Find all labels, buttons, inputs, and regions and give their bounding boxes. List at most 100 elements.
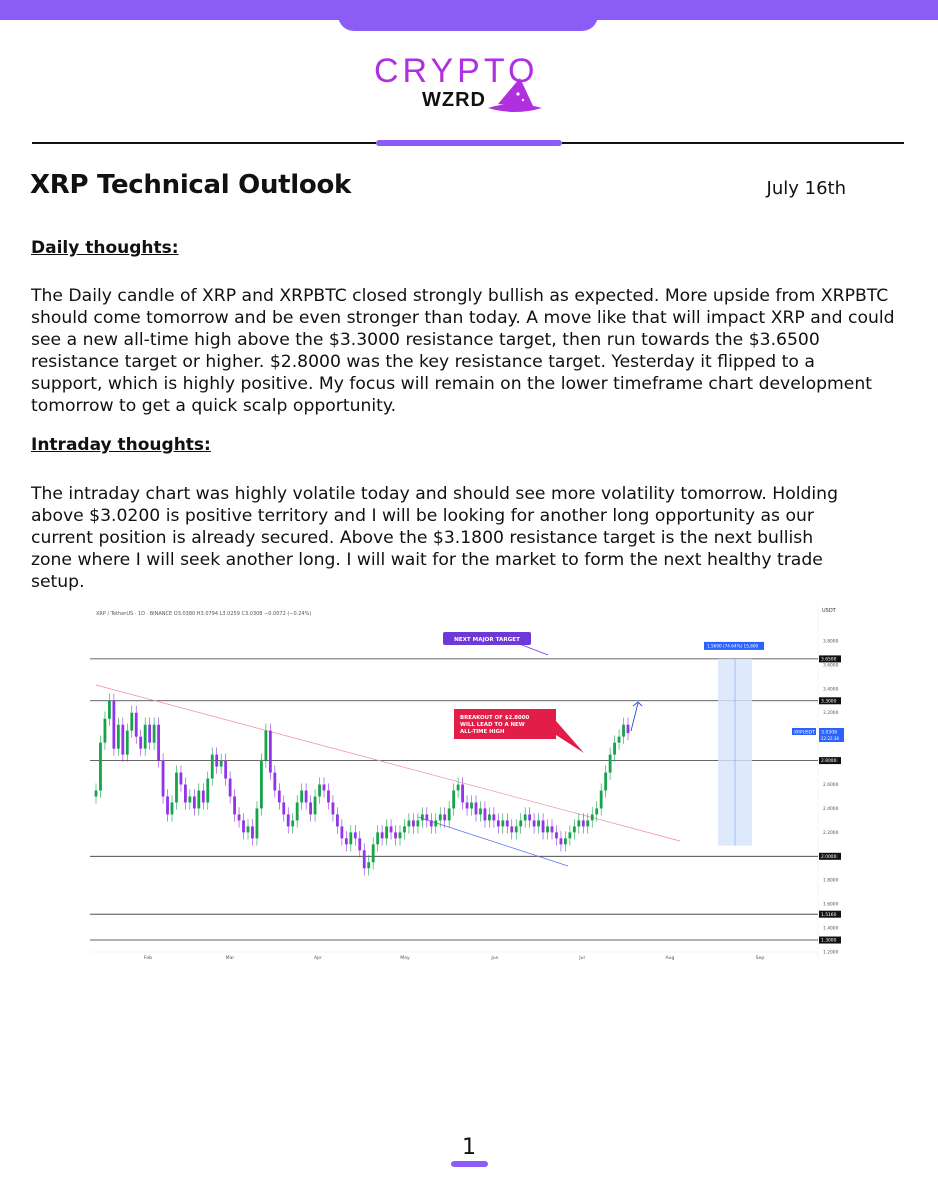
- x-tick-label: Feb: [144, 955, 152, 961]
- crypto-wzrd-logo: CRYPTO WZRD: [374, 52, 542, 112]
- candle-body: [452, 790, 456, 809]
- candle-body: [483, 808, 487, 821]
- candle-body: [309, 802, 312, 815]
- candle-body: [125, 730, 129, 755]
- candle-body: [108, 700, 111, 719]
- intraday-line: current position is already secured. Abo…: [31, 528, 814, 548]
- chart-currency: USDT: [822, 608, 837, 614]
- candle-body: [407, 820, 411, 827]
- level-label: 3.6500: [821, 657, 837, 663]
- candle-body: [541, 820, 545, 833]
- candle-body: [157, 724, 160, 761]
- candle-body: [197, 790, 201, 809]
- daily-line: see a new all-time high above the $3.300…: [31, 330, 820, 350]
- candle-body: [443, 814, 447, 821]
- candle-body: [121, 724, 125, 755]
- candle-body: [112, 700, 116, 749]
- candle-body: [438, 814, 442, 821]
- current-price-value: 3.0308: [821, 730, 837, 736]
- candle-body: [420, 814, 424, 821]
- level-tag: [819, 852, 841, 860]
- candle-body: [327, 790, 330, 803]
- x-tick-label: Jun: [490, 955, 498, 961]
- candle-body: [528, 814, 532, 821]
- header-rule-accent: [376, 140, 562, 146]
- intraday-line: The intraday chart was highly volatile t…: [31, 484, 838, 504]
- current-price-marker: XRPUSDT 3.0308 22:22:38: [792, 728, 844, 742]
- breakout-line-2: WILL LEAD TO A NEW: [460, 722, 525, 728]
- candle-body: [242, 820, 245, 833]
- x-axis-ticks: Feb Mar Apr May Jun Jul Aug Sep: [144, 955, 764, 961]
- level-label: 2.8000: [821, 758, 837, 764]
- candle-body: [286, 814, 290, 827]
- candle-body: [559, 838, 563, 845]
- candle-body: [344, 838, 348, 845]
- candle-body: [590, 814, 594, 821]
- candle-body: [322, 784, 326, 791]
- candles: [94, 693, 630, 876]
- level-label: 1.5160: [821, 912, 837, 918]
- candle-body: [201, 790, 205, 803]
- candle-body: [447, 808, 451, 821]
- y-tick-label: 1.2000: [823, 950, 839, 956]
- candle-body: [577, 820, 581, 827]
- candle-body: [505, 820, 509, 827]
- level-tag: [819, 757, 841, 765]
- candle-body: [251, 826, 254, 839]
- x-tick-label: Jul: [578, 955, 585, 961]
- candle-body: [170, 802, 174, 815]
- candle-body: [206, 778, 210, 803]
- candle-body: [555, 832, 558, 839]
- candle-body: [416, 820, 420, 827]
- candle-body: [532, 820, 536, 827]
- candle-body: [389, 826, 393, 833]
- daily-paragraph: The Daily candle of XRP and XRPBTC close…: [31, 285, 926, 417]
- candle-body: [291, 820, 295, 827]
- header-rule-left: [32, 142, 376, 144]
- level-label: 2.0000: [821, 854, 837, 860]
- candle-body: [304, 790, 308, 803]
- candle-body: [398, 832, 402, 839]
- candle-body: [224, 760, 228, 779]
- candle-body: [130, 712, 134, 731]
- candle-body: [255, 808, 259, 839]
- candle-body: [510, 826, 514, 833]
- projection-box: 1.5600 (74.64%) 15,600: [704, 641, 764, 846]
- candle-body: [103, 718, 107, 743]
- candle-body: [380, 832, 384, 839]
- candle-body: [152, 724, 156, 743]
- y-tick-label: 3.4000: [823, 686, 839, 692]
- y-tick-label: 2.8000: [823, 758, 839, 764]
- candle-body: [519, 820, 523, 827]
- current-price-symbol: XRPUSDT: [794, 730, 815, 736]
- candle-body: [336, 814, 339, 827]
- candle-body: [188, 796, 192, 803]
- candle-body: [595, 808, 599, 815]
- y-tick-label: 1.8000: [823, 878, 839, 884]
- candle-body: [139, 736, 143, 749]
- candle-body: [371, 844, 375, 863]
- candle-body: [523, 814, 527, 821]
- daily-line: support, which is highly positive. My fo…: [31, 374, 872, 394]
- chart-title: XRP / TetherUS · 1D · BINANCE O3.0380 H3…: [96, 611, 311, 617]
- candle-body: [599, 790, 603, 809]
- candle-body: [488, 814, 491, 821]
- page-number: 1: [462, 1135, 476, 1160]
- svg-text:WZRD: WZRD: [422, 89, 486, 111]
- x-tick-label: Sep: [756, 955, 765, 961]
- x-tick-label: Apr: [314, 955, 322, 961]
- candle-body: [492, 814, 496, 821]
- candle-body: [99, 742, 102, 791]
- candle-body: [362, 850, 366, 869]
- intraday-line: zone where I will seek another long. I w…: [31, 550, 823, 570]
- y-tick-label: 2.4000: [823, 806, 839, 812]
- candle-body: [268, 730, 272, 773]
- candle-body: [116, 724, 120, 749]
- candle-body: [470, 802, 473, 809]
- x-tick-label: Mar: [226, 955, 235, 961]
- intraday-line: above $3.0200 is positive territory and …: [31, 506, 814, 526]
- candle-body: [613, 742, 616, 755]
- y-tick-label: 3.2000: [823, 710, 839, 716]
- level-label: 1.3000: [821, 938, 837, 944]
- level-tag: [819, 910, 841, 918]
